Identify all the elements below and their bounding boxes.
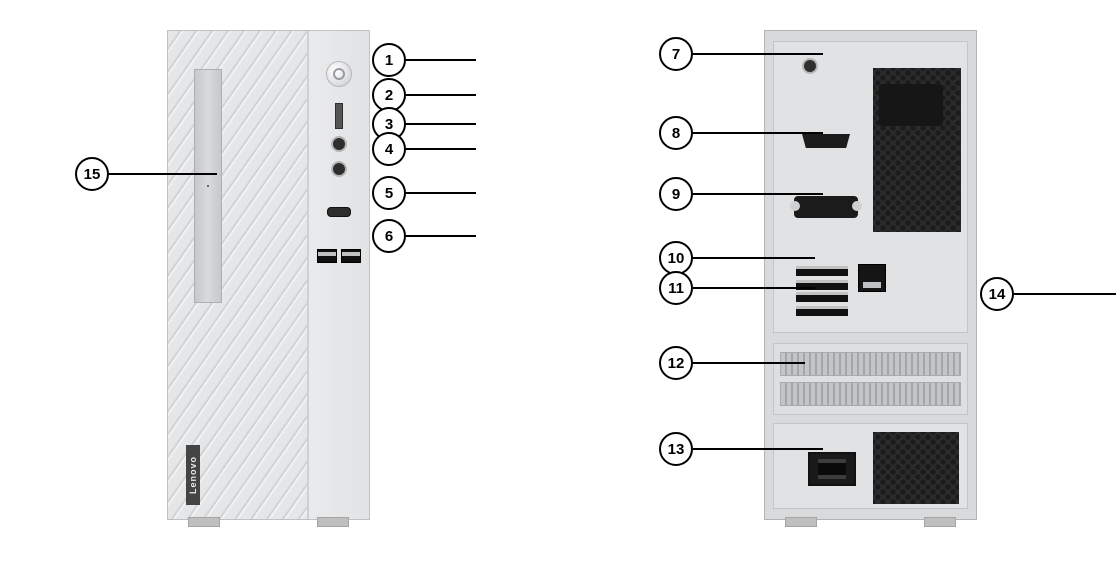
front-usb-c <box>327 207 351 217</box>
callout-leader-line <box>406 123 476 125</box>
callout-bubble: 15 <box>75 157 109 191</box>
rear-expansion-slots <box>773 343 968 415</box>
brand-badge: Lenovo <box>186 445 200 505</box>
callout-bubble: 11 <box>659 271 693 305</box>
rear-vent-psu <box>873 432 959 504</box>
callout-bubble: 7 <box>659 37 693 71</box>
callout-leader-line <box>406 94 476 96</box>
rear-chassis <box>764 30 977 520</box>
diagram-stage: Lenovo 12345615 <box>0 0 1116 567</box>
callout-leader-line <box>406 192 476 194</box>
front-power-button <box>326 61 352 87</box>
callout-bubble: 6 <box>372 219 406 253</box>
callout-5: 5 <box>372 176 476 210</box>
callout-14: 14 <box>980 277 1116 311</box>
rear-io-plate <box>773 41 968 333</box>
rear-ethernet <box>858 264 886 292</box>
rear-power-inlet <box>808 452 856 486</box>
rear-audio-jack <box>802 58 818 74</box>
callout-6: 6 <box>372 219 476 253</box>
front-chassis: Lenovo <box>167 30 370 520</box>
front-mic-jack <box>331 161 347 177</box>
callout-bubble: 5 <box>372 176 406 210</box>
callout-bubble: 3 <box>372 107 406 141</box>
front-headphone-jack <box>331 136 347 152</box>
chassis-foot <box>785 517 817 527</box>
callout-bubble: 4 <box>372 132 406 166</box>
optical-drive <box>194 69 222 303</box>
callout-bubble: 13 <box>659 432 693 466</box>
chassis-foot <box>188 517 220 527</box>
rear-usb-block-lower <box>796 290 848 320</box>
chassis-foot <box>317 517 349 527</box>
callout-leader-line <box>406 148 476 150</box>
callout-leader-line <box>1014 293 1116 295</box>
front-card-reader <box>335 103 343 129</box>
callout-bubble: 2 <box>372 78 406 112</box>
front-usb-a <box>317 249 361 263</box>
callout-leader-line <box>406 235 476 237</box>
callout-4: 4 <box>372 132 476 166</box>
rear-psu-area <box>773 423 968 509</box>
callout-3: 3 <box>372 107 476 141</box>
callout-leader-line <box>406 59 476 61</box>
rear-io-shield-cover <box>879 84 943 126</box>
callout-bubble: 1 <box>372 43 406 77</box>
callout-bubble: 9 <box>659 177 693 211</box>
callout-1: 1 <box>372 43 476 77</box>
rear-vga <box>794 196 858 218</box>
callout-bubble: 14 <box>980 277 1014 311</box>
front-io-panel <box>308 31 369 519</box>
callout-bubble: 10 <box>659 241 693 275</box>
expansion-slot <box>780 352 961 376</box>
callout-bubble: 12 <box>659 346 693 380</box>
chassis-foot <box>924 517 956 527</box>
callout-bubble: 8 <box>659 116 693 150</box>
expansion-slot <box>780 382 961 406</box>
callout-2: 2 <box>372 78 476 112</box>
rear-hdmi <box>802 134 850 148</box>
